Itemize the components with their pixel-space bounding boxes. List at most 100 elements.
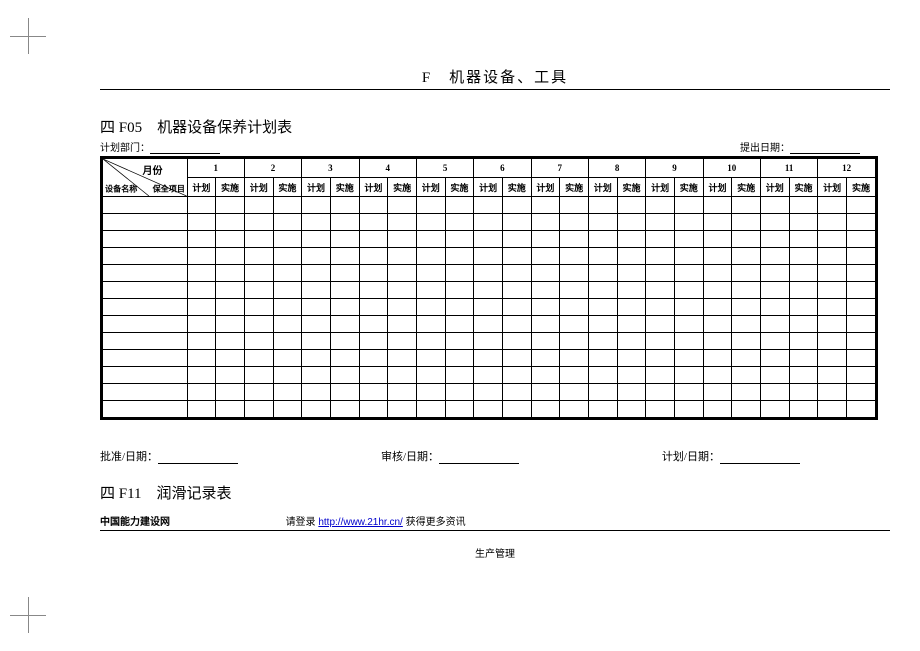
- table-cell: [732, 231, 761, 248]
- footer-rule: [100, 530, 890, 531]
- table-cell: [359, 333, 388, 350]
- table-cell: [388, 214, 417, 231]
- table-cell: [818, 214, 847, 231]
- table-cell: [560, 384, 589, 401]
- table-cell: [703, 401, 732, 418]
- table-cell: [445, 384, 474, 401]
- table-cell: [103, 367, 188, 384]
- table-cell: [445, 316, 474, 333]
- table-cell: [531, 231, 560, 248]
- table-cell: [103, 231, 188, 248]
- table-cell: [760, 248, 789, 265]
- table-cell: [588, 231, 617, 248]
- table-cell: [502, 248, 531, 265]
- table-cell: [818, 350, 847, 367]
- table-cell: [359, 282, 388, 299]
- issue-date-blank: [790, 144, 860, 154]
- table-cell: [732, 333, 761, 350]
- table-cell: [674, 350, 703, 367]
- table-cell: [502, 265, 531, 282]
- table-cell: [617, 367, 646, 384]
- table-cell: [187, 333, 216, 350]
- table-cell: [445, 214, 474, 231]
- review-field: 审核/日期：: [333, 448, 566, 464]
- table-cell: [588, 401, 617, 418]
- table-cell: [416, 248, 445, 265]
- table-cell: [445, 299, 474, 316]
- table-cell: [330, 197, 359, 214]
- table-cell: [560, 350, 589, 367]
- table-cell: [416, 333, 445, 350]
- table-cell: [273, 265, 302, 282]
- table-cell: [330, 367, 359, 384]
- table-cell: [760, 350, 789, 367]
- table-cell: [732, 197, 761, 214]
- table-cell: [646, 367, 675, 384]
- month-header: 8: [588, 159, 645, 178]
- table-cell: [474, 350, 503, 367]
- table-cell: [560, 333, 589, 350]
- table-cell: [760, 316, 789, 333]
- table-cell: [818, 401, 847, 418]
- table-cell: [103, 384, 188, 401]
- table-cell: [273, 248, 302, 265]
- table-row: [103, 214, 876, 231]
- table-cell: [244, 214, 273, 231]
- section-2-title: 四 F11 润滑记录表: [100, 482, 890, 503]
- table-cell: [847, 197, 876, 214]
- subheader-impl: 实施: [388, 178, 417, 197]
- table-cell: [789, 197, 818, 214]
- table-cell: [732, 367, 761, 384]
- subheader-impl: 实施: [445, 178, 474, 197]
- table-cell: [216, 214, 245, 231]
- table-cell: [330, 333, 359, 350]
- table-cell: [502, 316, 531, 333]
- table-cell: [732, 214, 761, 231]
- table-cell: [646, 197, 675, 214]
- table-cell: [244, 282, 273, 299]
- diag-item-label: 保全项目: [152, 182, 184, 194]
- table-cell: [388, 350, 417, 367]
- table-cell: [388, 265, 417, 282]
- table-cell: [273, 214, 302, 231]
- table-cell: [531, 384, 560, 401]
- subheader-impl: 实施: [789, 178, 818, 197]
- table-cell: [216, 299, 245, 316]
- table-cell: [244, 265, 273, 282]
- table-cell: [244, 367, 273, 384]
- table-cell: [617, 316, 646, 333]
- table-cell: [760, 282, 789, 299]
- table-cell: [818, 265, 847, 282]
- table-cell: [216, 231, 245, 248]
- table-cell: [588, 265, 617, 282]
- table-cell: [187, 197, 216, 214]
- table-row: [103, 248, 876, 265]
- table-cell: [789, 248, 818, 265]
- table-cell: [818, 299, 847, 316]
- table-row: [103, 367, 876, 384]
- table-cell: [416, 299, 445, 316]
- table-cell: [359, 197, 388, 214]
- table-cell: [187, 401, 216, 418]
- table-cell: [789, 231, 818, 248]
- table-row: [103, 401, 876, 418]
- table-cell: [359, 265, 388, 282]
- table-cell: [646, 333, 675, 350]
- table-cell: [103, 401, 188, 418]
- table-cell: [789, 214, 818, 231]
- table-cell: [502, 282, 531, 299]
- table-cell: [216, 248, 245, 265]
- table-cell: [531, 367, 560, 384]
- table-cell: [273, 350, 302, 367]
- bottom-label: 生产管理: [100, 545, 890, 560]
- table-cell: [474, 316, 503, 333]
- table-cell: [818, 231, 847, 248]
- table-cell: [187, 384, 216, 401]
- plan-label: 计划/日期：: [662, 451, 720, 463]
- footer-link[interactable]: http://www.21hr.cn/: [318, 517, 403, 528]
- table-row: [103, 299, 876, 316]
- table-cell: [302, 350, 331, 367]
- month-header: 7: [531, 159, 588, 178]
- table-cell: [588, 214, 617, 231]
- table-cell: [760, 265, 789, 282]
